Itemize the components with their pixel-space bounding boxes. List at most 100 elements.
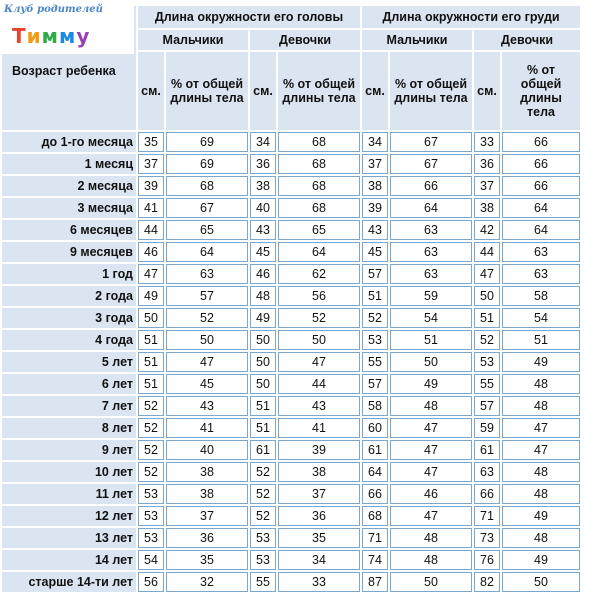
cm-header: см.: [138, 52, 164, 130]
value-cell: 64: [278, 242, 360, 262]
table-row: 5 лет 51 47 50 47 55 50 53 49: [2, 352, 580, 372]
value-cell: 52: [166, 308, 248, 328]
value-cell: 50: [166, 330, 248, 350]
value-cell: 45: [362, 242, 388, 262]
table-row: 1 месяц 37 69 36 68 37 67 36 66: [2, 154, 580, 174]
value-cell: 51: [474, 308, 500, 328]
value-cell: 37: [474, 176, 500, 196]
value-cell: 69: [166, 132, 248, 152]
value-cell: 45: [250, 242, 276, 262]
value-cell: 59: [390, 286, 472, 306]
value-cell: 55: [250, 572, 276, 592]
value-cell: 58: [502, 286, 580, 306]
value-cell: 43: [166, 396, 248, 416]
value-cell: 50: [390, 572, 472, 592]
logo-letter: и: [26, 24, 42, 48]
table-row: 7 лет 52 43 51 43 58 48 57 48: [2, 396, 580, 416]
value-cell: 48: [390, 396, 472, 416]
value-cell: 41: [278, 418, 360, 438]
logo-letter: м: [41, 24, 60, 48]
value-cell: 40: [166, 440, 248, 460]
value-cell: 47: [390, 462, 472, 482]
value-cell: 52: [278, 308, 360, 328]
table-body: до 1-го месяца 35 69 34 68 34 67 33 66 1 месяц 37 6…: [2, 132, 580, 592]
value-cell: 51: [138, 330, 164, 350]
value-cell: 37: [278, 484, 360, 504]
value-cell: 47: [390, 440, 472, 460]
value-cell: 37: [138, 154, 164, 174]
value-cell: 50: [474, 286, 500, 306]
value-cell: 82: [474, 572, 500, 592]
value-cell: 51: [390, 330, 472, 350]
chest-girls-header: Девочки: [474, 30, 580, 50]
value-cell: 71: [474, 506, 500, 526]
logo-letter: м: [59, 24, 77, 48]
value-cell: 68: [166, 176, 248, 196]
value-cell: 68: [278, 198, 360, 218]
table-row: 6 лет 51 45 50 44 57 49 55 48: [2, 374, 580, 394]
value-cell: 51: [250, 418, 276, 438]
table-row: 14 лет 54 35 53 34 74 48 76 49: [2, 550, 580, 570]
value-cell: 65: [166, 220, 248, 240]
value-cell: 63: [166, 264, 248, 284]
value-cell: 66: [474, 484, 500, 504]
value-cell: 38: [166, 462, 248, 482]
value-cell: 60: [362, 418, 388, 438]
value-cell: 34: [250, 132, 276, 152]
measurements-table: Возраст ребенка Длина окружности его гол…: [0, 4, 582, 594]
value-cell: 67: [390, 154, 472, 174]
value-cell: 39: [138, 176, 164, 196]
age-cell: старше 14-ти лет: [2, 572, 136, 592]
age-cell: 1 год: [2, 264, 136, 284]
cm-header: см.: [362, 52, 388, 130]
age-cell: 8 лет: [2, 418, 136, 438]
value-cell: 48: [390, 550, 472, 570]
age-cell: 10 лет: [2, 462, 136, 482]
value-cell: 44: [138, 220, 164, 240]
value-cell: 71: [362, 528, 388, 548]
value-cell: 66: [502, 132, 580, 152]
value-cell: 57: [362, 264, 388, 284]
value-cell: 55: [362, 352, 388, 372]
value-cell: 61: [474, 440, 500, 460]
value-cell: 38: [474, 198, 500, 218]
value-cell: 47: [474, 264, 500, 284]
value-cell: 46: [250, 264, 276, 284]
value-cell: 57: [166, 286, 248, 306]
value-cell: 63: [502, 264, 580, 284]
value-cell: 53: [362, 330, 388, 350]
value-cell: 36: [278, 506, 360, 526]
age-cell: 12 лет: [2, 506, 136, 526]
table-row: до 1-го месяца 35 69 34 68 34 67 33 66: [2, 132, 580, 152]
head-boys-header: Мальчики: [138, 30, 248, 50]
age-cell: 3 месяца: [2, 198, 136, 218]
value-cell: 50: [278, 330, 360, 350]
value-cell: 47: [502, 440, 580, 460]
value-cell: 53: [250, 528, 276, 548]
value-cell: 50: [138, 308, 164, 328]
value-cell: 41: [138, 198, 164, 218]
club-logo: Клуб родителей Тимму: [2, 2, 134, 54]
value-cell: 59: [474, 418, 500, 438]
table-row: 13 лет 53 36 53 35 71 48 73 48: [2, 528, 580, 548]
value-cell: 35: [278, 528, 360, 548]
value-cell: 63: [390, 242, 472, 262]
age-cell: 14 лет: [2, 550, 136, 570]
value-cell: 68: [278, 132, 360, 152]
value-cell: 46: [390, 484, 472, 504]
value-cell: 48: [502, 528, 580, 548]
table-row: 2 года 49 57 48 56 51 59 50 58: [2, 286, 580, 306]
value-cell: 47: [390, 506, 472, 526]
value-cell: 44: [474, 242, 500, 262]
value-cell: 38: [250, 176, 276, 196]
value-cell: 45: [166, 374, 248, 394]
value-cell: 36: [474, 154, 500, 174]
value-cell: 48: [502, 462, 580, 482]
table-row: 12 лет 53 37 52 36 68 47 71 49: [2, 506, 580, 526]
value-cell: 68: [362, 506, 388, 526]
value-cell: 43: [250, 220, 276, 240]
value-cell: 37: [166, 506, 248, 526]
percent-header: % от общей длины тела: [166, 52, 248, 130]
value-cell: 53: [138, 484, 164, 504]
value-cell: 41: [166, 418, 248, 438]
